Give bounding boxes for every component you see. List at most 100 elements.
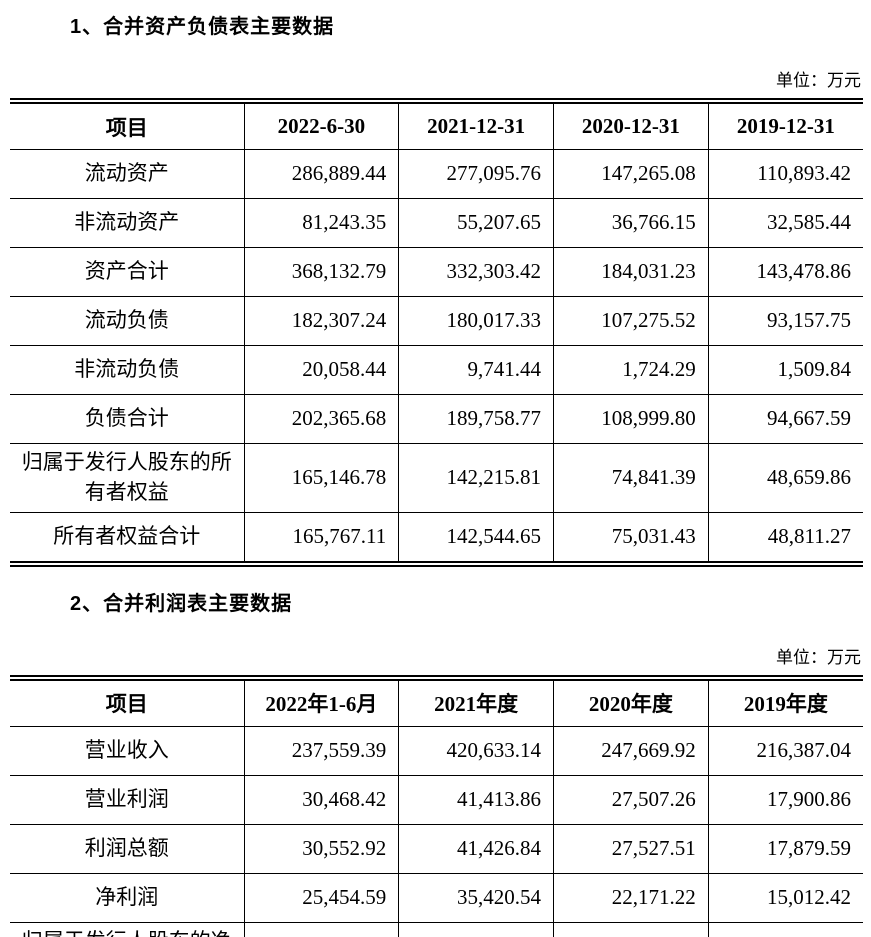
table-row: 营业利润 30,468.42 41,413.86 27,507.26 17,900.86: [10, 775, 863, 825]
row-label-cell: 非流动负债: [10, 345, 245, 395]
unit-label-2: 单位：万元: [776, 647, 861, 667]
income-statement-table-header: 项目 2022年1-6月 2021年度 2020年度 2019年度: [10, 680, 863, 727]
table-header-cell: 项目: [10, 104, 245, 150]
value-cell: 182,307.24: [244, 296, 400, 346]
value-cell: 41,426.84: [398, 824, 554, 874]
row-label-cell: 流动资产: [10, 149, 245, 199]
value-cell: 147,265.08: [553, 149, 709, 199]
unit-label-1: 单位：万元: [776, 71, 861, 90]
row-label-cell: 负债合计: [10, 394, 245, 444]
value-cell: 17,879.59: [708, 824, 863, 874]
table-row: 非流动负债 20,058.44 9,741.44 1,724.29 1,509.84: [10, 345, 863, 395]
table-header-cell: 2022-6-30: [244, 104, 400, 150]
value-cell: 35,420.54: [398, 873, 554, 923]
table-header-cell: 2019年度: [708, 680, 863, 727]
value-cell: 180,017.33: [398, 296, 554, 346]
table-header-cell: 2020-12-31: [553, 104, 709, 150]
table-row: 营业收入 237,559.39 420,633.14 247,669.92 216,38…: [10, 726, 863, 776]
value-cell: 143,478.86: [708, 247, 863, 297]
value-cell: 36,766.15: [553, 198, 709, 248]
value-cell: 189,758.77: [398, 394, 554, 444]
value-cell: 9,741.44: [398, 345, 554, 395]
row-label-cell: 归属于发行人股东的净利润: [10, 922, 245, 937]
value-cell: 1,509.84: [708, 345, 863, 395]
value-cell: 14,963.44: [708, 922, 863, 937]
row-label-cell: 营业利润: [10, 775, 245, 825]
table-header-cell: 2020年度: [553, 680, 709, 727]
balance-sheet-table-body: 流动资产 286,889.44 277,095.76 147,265.08 110,89…: [10, 149, 863, 561]
value-cell: 368,132.79: [244, 247, 400, 297]
table-row: 净利润 25,454.59 35,420.54 22,171.22 15,012.42: [10, 873, 863, 923]
value-cell: 30,468.42: [244, 775, 400, 825]
value-cell: 93,157.75: [708, 296, 863, 346]
value-cell: 142,544.65: [398, 512, 554, 561]
value-cell: 27,507.26: [553, 775, 709, 825]
table-header-cell: 2019-12-31: [708, 104, 863, 150]
table-row: 归属于发行人股东的净利润25,163.0935,281.7522,141.901…: [10, 922, 863, 937]
table-row: 流动资产 286,889.44 277,095.76 147,265.08 110,89…: [10, 149, 863, 199]
table-row: 归属于发行人股东的所有者权益 165,146.78 142,215.81 74,841…: [10, 443, 863, 513]
table-row: 流动负债 182,307.24 180,017.33 107,275.52 93,157…: [10, 296, 863, 346]
row-label-cell: 流动负债: [10, 296, 245, 346]
value-cell: 75,031.43: [553, 512, 709, 561]
value-cell: 165,146.78: [244, 443, 400, 513]
section-1-heading: 1、合并资产负债表主要数据: [70, 16, 335, 38]
value-cell: 17,900.86: [708, 775, 863, 825]
section-2-heading: 2、合并利润表主要数据: [70, 592, 293, 615]
income-statement-table-grid: 项目 2022年1-6月 2021年度 2020年度 2019年度 营业收入 237,55…: [10, 680, 863, 937]
value-cell: 286,889.44: [244, 149, 400, 199]
value-cell: 202,365.68: [244, 394, 400, 444]
balance-sheet-table-grid: 项目 2022-6-30 2021-12-31 2020-12-31 2019-12-3…: [10, 104, 863, 561]
row-label-cell: 非流动资产: [10, 198, 245, 248]
value-cell: 142,215.81: [398, 443, 554, 513]
balance-sheet-table: 项目 2022-6-30 2021-12-31 2020-12-31 2019-12-3…: [10, 98, 863, 567]
income-statement-table: 项目 2022年1-6月 2021年度 2020年度 2019年度 营业收入 237,55…: [10, 674, 863, 937]
table-header-row: 项目 2022-6-30 2021-12-31 2020-12-31 2019-12-3…: [10, 104, 863, 150]
value-cell: 1,724.29: [553, 345, 709, 395]
balance-sheet-table-header: 项目 2022-6-30 2021-12-31 2020-12-31 2019-12-3…: [10, 104, 863, 150]
income-statement-table-body: 营业收入 237,559.39 420,633.14 247,669.92 216,38…: [10, 726, 863, 937]
table-row: 资产合计 368,132.79 332,303.42 184,031.23 143,47…: [10, 247, 863, 297]
value-cell: 48,659.86: [708, 443, 863, 513]
table-header-cell: 项目: [10, 680, 245, 727]
table-row: 非流动资产 81,243.35 55,207.65 36,766.15 32,585.4…: [10, 198, 863, 248]
section-balance-sheet: 1、合并资产负债表主要数据 单位：万元 项目 2022-6-30 2021-12-3…: [10, 6, 863, 567]
table-header-cell: 2022年1-6月: [244, 680, 400, 727]
row-label-cell: 净利润: [10, 873, 245, 923]
table-row: 利润总额 30,552.92 41,426.84 27,527.51 17,879.59: [10, 824, 863, 874]
value-cell: 237,559.39: [244, 726, 400, 776]
table-row: 所有者权益合计 165,767.11 142,544.65 75,031.43 48,8…: [10, 512, 863, 561]
value-cell: 22,141.90: [553, 922, 709, 937]
row-label-cell: 营业收入: [10, 726, 245, 776]
value-cell: 22,171.22: [553, 873, 709, 923]
value-cell: 32,585.44: [708, 198, 863, 248]
value-cell: 110,893.42: [708, 149, 863, 199]
row-label-cell: 利润总额: [10, 824, 245, 874]
value-cell: 41,413.86: [398, 775, 554, 825]
value-cell: 107,275.52: [553, 296, 709, 346]
table-header-row: 项目 2022年1-6月 2021年度 2020年度 2019年度: [10, 680, 863, 727]
value-cell: 35,281.75: [398, 922, 554, 937]
value-cell: 15,012.42: [708, 873, 863, 923]
value-cell: 55,207.65: [398, 198, 554, 248]
table-header-cell: 2021-12-31: [398, 104, 554, 150]
value-cell: 20,058.44: [244, 345, 400, 395]
table-row: 负债合计 202,365.68 189,758.77 108,999.80 94,667…: [10, 394, 863, 444]
value-cell: 420,633.14: [398, 726, 554, 776]
value-cell: 216,387.04: [708, 726, 863, 776]
value-cell: 48,811.27: [767, 523, 851, 548]
value-cell: 332,303.42: [398, 247, 554, 297]
section-income-statement: 2、合并利润表主要数据 单位：万元 项目 2022年1-6月 2021年度 2020年…: [10, 567, 863, 937]
value-cell: 25,454.59: [244, 873, 400, 923]
value-cell: 247,669.92: [553, 726, 709, 776]
value-cell: 165,767.11: [244, 512, 400, 561]
value-cell: 108,999.80: [553, 394, 709, 444]
value-cell: 27,527.51: [553, 824, 709, 874]
table-header-cell: 2021年度: [398, 680, 554, 727]
value-cell: 277,095.76: [398, 149, 554, 199]
value-cell: 25,163.09: [244, 922, 400, 937]
value-cell: 30,552.92: [244, 824, 400, 874]
value-cell: 81,243.35: [244, 198, 400, 248]
value-cell: 94,667.59: [708, 394, 863, 444]
